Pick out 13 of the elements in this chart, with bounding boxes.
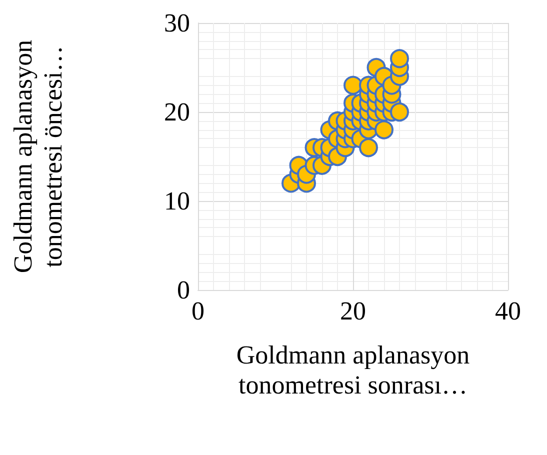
point: [390, 102, 409, 122]
y-axis-title: Goldmann aplanasyon tonometresi öncesi…: [8, 40, 68, 274]
point: [344, 76, 362, 95]
y-tick-label: 0: [177, 276, 190, 304]
y-tick-label: 20: [164, 98, 190, 126]
y-tick-label: 10: [164, 186, 190, 216]
x-tick-label: 40: [495, 296, 521, 326]
point: [390, 49, 409, 68]
x-axis-title: Goldmann aplanasyon tonometresi sonrası…: [236, 340, 470, 400]
point: [359, 138, 378, 158]
point: [374, 120, 394, 140]
y-tick-label: 30: [164, 8, 190, 38]
x-tick-label: 20: [340, 296, 366, 326]
